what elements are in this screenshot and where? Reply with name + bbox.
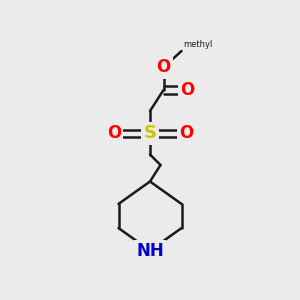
Text: S: S [143,124,157,142]
Text: O: O [107,124,121,142]
Text: NH: NH [136,242,164,260]
Text: O: O [156,58,171,76]
Text: O: O [179,124,193,142]
Text: methyl: methyl [183,40,212,50]
Text: O: O [180,81,195,99]
